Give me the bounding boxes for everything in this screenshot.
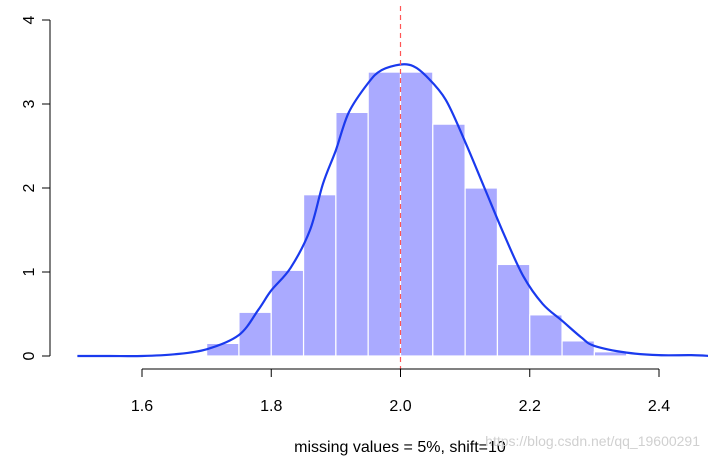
y-tick-label: 1: [21, 267, 38, 276]
histogram-bar: [206, 342, 240, 357]
x-tick-label: 1.6: [131, 398, 153, 415]
x-tick-label: 1.8: [260, 398, 282, 415]
histogram-bar: [593, 351, 628, 357]
x-tick-label: 2.0: [389, 398, 411, 415]
histogram-bar: [529, 314, 563, 357]
y-tick-label: 4: [21, 15, 38, 24]
histogram-bar: [432, 123, 466, 357]
histogram-bar: [270, 269, 305, 357]
x-tick-label: 2.2: [519, 398, 541, 415]
histogram-bar: [238, 311, 272, 357]
histogram-bars: [206, 71, 628, 357]
y-tick-label: 3: [21, 99, 38, 108]
y-tick-label: 0: [21, 351, 38, 360]
histogram-bar: [367, 71, 402, 357]
x-axis-label: missing values = 5%, shift=10: [294, 439, 506, 456]
x-axis: 1.6 1.8 2.0 2.2 2.4: [131, 368, 670, 415]
histogram-bar: [561, 340, 595, 357]
x-tick-label: 2.4: [648, 398, 670, 415]
histogram-bar: [464, 187, 499, 357]
histogram-bar: [302, 194, 337, 357]
watermark: https://blog.csdn.net/qq_19600291: [485, 433, 700, 449]
y-tick-label: 2: [21, 183, 38, 192]
histogram-bar: [335, 111, 369, 357]
histogram-bar: [399, 71, 434, 357]
y-axis: 0 1 2 3 4: [21, 15, 51, 360]
